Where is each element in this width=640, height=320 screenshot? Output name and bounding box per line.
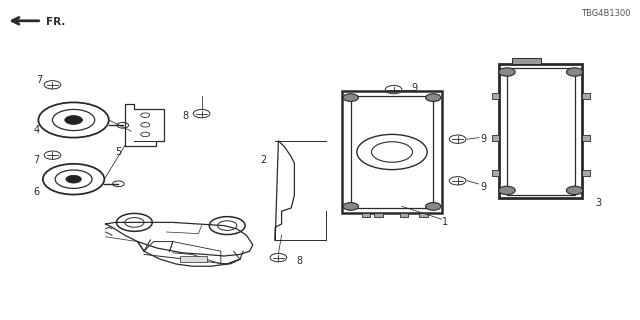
Bar — [374, 213, 383, 217]
Bar — [419, 213, 428, 217]
Circle shape — [65, 116, 83, 124]
Bar — [180, 256, 207, 262]
Circle shape — [499, 68, 515, 76]
Text: 7: 7 — [36, 75, 43, 85]
Bar — [362, 213, 370, 217]
Bar — [507, 68, 575, 195]
Bar — [512, 58, 541, 64]
Bar — [492, 135, 499, 141]
Circle shape — [566, 186, 583, 195]
Circle shape — [426, 203, 441, 210]
Text: 2: 2 — [260, 155, 267, 165]
Text: FR.: FR. — [46, 17, 65, 27]
Text: 9: 9 — [480, 182, 486, 192]
Circle shape — [343, 203, 358, 210]
Text: 6: 6 — [33, 187, 40, 197]
Text: 7: 7 — [33, 155, 40, 165]
Circle shape — [426, 94, 441, 101]
Bar — [492, 170, 499, 176]
Bar — [499, 64, 582, 198]
Text: 9: 9 — [480, 134, 486, 144]
Text: 8: 8 — [182, 111, 189, 121]
Bar — [342, 91, 442, 213]
Text: 4: 4 — [33, 124, 40, 135]
Circle shape — [343, 94, 358, 101]
Text: 5: 5 — [115, 147, 122, 157]
Circle shape — [66, 175, 81, 183]
Text: 3: 3 — [595, 198, 602, 208]
Text: 8: 8 — [296, 256, 303, 266]
Bar — [582, 93, 590, 99]
Bar — [400, 213, 408, 217]
Bar — [582, 135, 590, 141]
Text: 1: 1 — [442, 217, 448, 228]
Text: 9: 9 — [412, 83, 418, 93]
Bar — [582, 170, 590, 176]
Circle shape — [499, 186, 515, 195]
Circle shape — [566, 68, 583, 76]
Text: TBG4B1300: TBG4B1300 — [581, 9, 630, 18]
Bar — [492, 93, 499, 99]
Bar — [351, 96, 433, 208]
